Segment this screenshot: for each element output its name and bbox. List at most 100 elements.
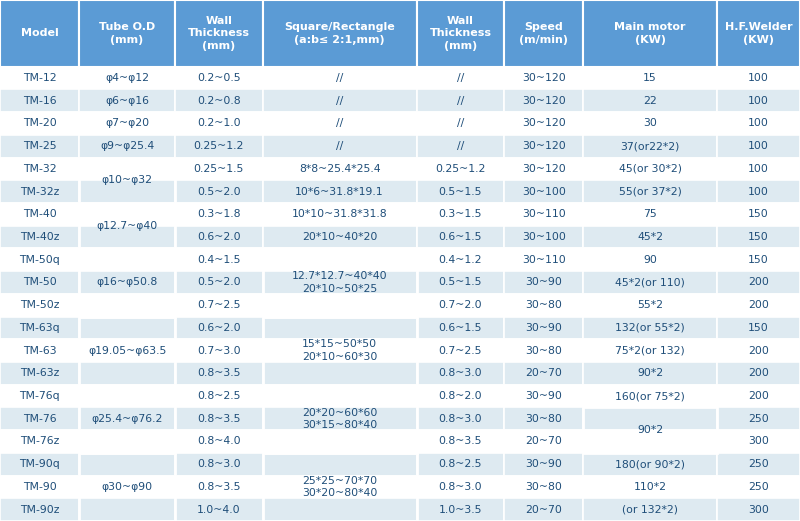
Text: TM-16: TM-16 <box>22 96 56 106</box>
Bar <box>0 157 79 180</box>
Bar <box>175 476 262 498</box>
Text: 0.5~1.5: 0.5~1.5 <box>438 278 482 288</box>
Text: 30~80: 30~80 <box>526 414 562 424</box>
Bar <box>262 249 417 271</box>
Text: 150: 150 <box>748 209 769 219</box>
Bar <box>0 453 79 476</box>
Bar <box>262 112 417 135</box>
Text: TM-90q: TM-90q <box>19 459 60 469</box>
Bar <box>175 339 262 362</box>
Bar <box>717 203 800 226</box>
Bar <box>0 67 79 90</box>
Bar <box>417 157 504 180</box>
Bar <box>583 294 717 317</box>
Text: 0.25~1.2: 0.25~1.2 <box>435 164 486 174</box>
Bar <box>79 476 175 498</box>
Bar <box>0 476 79 498</box>
Bar <box>417 67 504 90</box>
Text: TM-50: TM-50 <box>22 278 57 288</box>
Text: TM-76q: TM-76q <box>19 391 60 401</box>
Text: TM-50q: TM-50q <box>19 255 60 265</box>
Bar <box>175 90 262 112</box>
Bar <box>175 407 262 430</box>
Bar <box>417 384 504 407</box>
Bar <box>717 271 800 294</box>
Bar <box>79 203 175 226</box>
Bar <box>504 180 583 203</box>
Bar <box>262 135 417 157</box>
Text: 100: 100 <box>748 164 769 174</box>
Bar <box>504 0 583 67</box>
Bar <box>717 249 800 271</box>
Text: 250: 250 <box>748 414 769 424</box>
Text: 30~90: 30~90 <box>526 459 562 469</box>
Text: //: // <box>457 118 464 129</box>
Bar <box>262 384 417 407</box>
Text: 0.5~2.0: 0.5~2.0 <box>197 278 241 288</box>
Bar <box>262 203 417 226</box>
Bar <box>504 203 583 226</box>
Bar <box>417 249 504 271</box>
Text: 90: 90 <box>643 255 657 265</box>
Bar <box>417 317 504 339</box>
Bar <box>504 407 583 430</box>
Text: φ19.05~φ63.5: φ19.05~φ63.5 <box>88 345 166 356</box>
Text: 20~70: 20~70 <box>526 368 562 378</box>
Text: 100: 100 <box>748 187 769 196</box>
Text: 30~110: 30~110 <box>522 209 566 219</box>
Text: 0.8~3.0: 0.8~3.0 <box>438 414 482 424</box>
Text: 55*2: 55*2 <box>637 300 663 310</box>
Bar <box>175 67 262 90</box>
Bar <box>417 0 504 67</box>
Bar <box>0 226 79 249</box>
Bar <box>504 271 583 294</box>
Text: 100: 100 <box>748 96 769 106</box>
Text: //: // <box>336 141 343 151</box>
Bar <box>262 339 417 362</box>
Bar <box>79 203 175 249</box>
Text: 25*25~70*70
30*20~80*40: 25*25~70*70 30*20~80*40 <box>302 476 378 498</box>
Bar <box>583 180 717 203</box>
Text: 30~120: 30~120 <box>522 96 566 106</box>
Bar <box>717 430 800 453</box>
Text: 30~80: 30~80 <box>526 300 562 310</box>
Bar <box>717 157 800 180</box>
Bar <box>262 453 417 521</box>
Bar <box>417 476 504 498</box>
Text: 0.8~4.0: 0.8~4.0 <box>197 437 241 446</box>
Text: 0.7~3.0: 0.7~3.0 <box>197 345 241 356</box>
Bar <box>717 339 800 362</box>
Bar <box>583 339 717 362</box>
Bar <box>175 249 262 271</box>
Bar <box>717 407 800 430</box>
Text: 0.8~3.5: 0.8~3.5 <box>197 414 241 424</box>
Text: 22: 22 <box>643 96 657 106</box>
Bar <box>0 249 79 271</box>
Bar <box>717 317 800 339</box>
Bar <box>504 453 583 476</box>
Bar <box>717 180 800 203</box>
Bar <box>79 249 175 317</box>
Bar <box>79 384 175 407</box>
Text: 90*2: 90*2 <box>637 425 663 435</box>
Bar <box>0 407 79 430</box>
Text: 0.2~0.5: 0.2~0.5 <box>197 73 241 83</box>
Bar <box>79 135 175 157</box>
Bar <box>262 317 417 339</box>
Bar <box>717 498 800 521</box>
Text: Speed
(m/min): Speed (m/min) <box>519 22 568 44</box>
Bar <box>262 157 417 180</box>
Bar <box>0 430 79 453</box>
Bar <box>417 203 504 226</box>
Bar <box>0 498 79 521</box>
Text: 0.6~1.5: 0.6~1.5 <box>438 323 482 333</box>
Text: 200: 200 <box>748 391 769 401</box>
Text: 20*20~60*60
30*15~80*40: 20*20~60*60 30*15~80*40 <box>302 407 378 430</box>
Bar <box>583 67 717 90</box>
Text: 30~120: 30~120 <box>522 118 566 129</box>
Text: 110*2: 110*2 <box>634 482 666 492</box>
Bar <box>262 180 417 203</box>
Bar <box>79 249 175 271</box>
Bar <box>262 294 417 317</box>
Text: 30~110: 30~110 <box>522 255 566 265</box>
